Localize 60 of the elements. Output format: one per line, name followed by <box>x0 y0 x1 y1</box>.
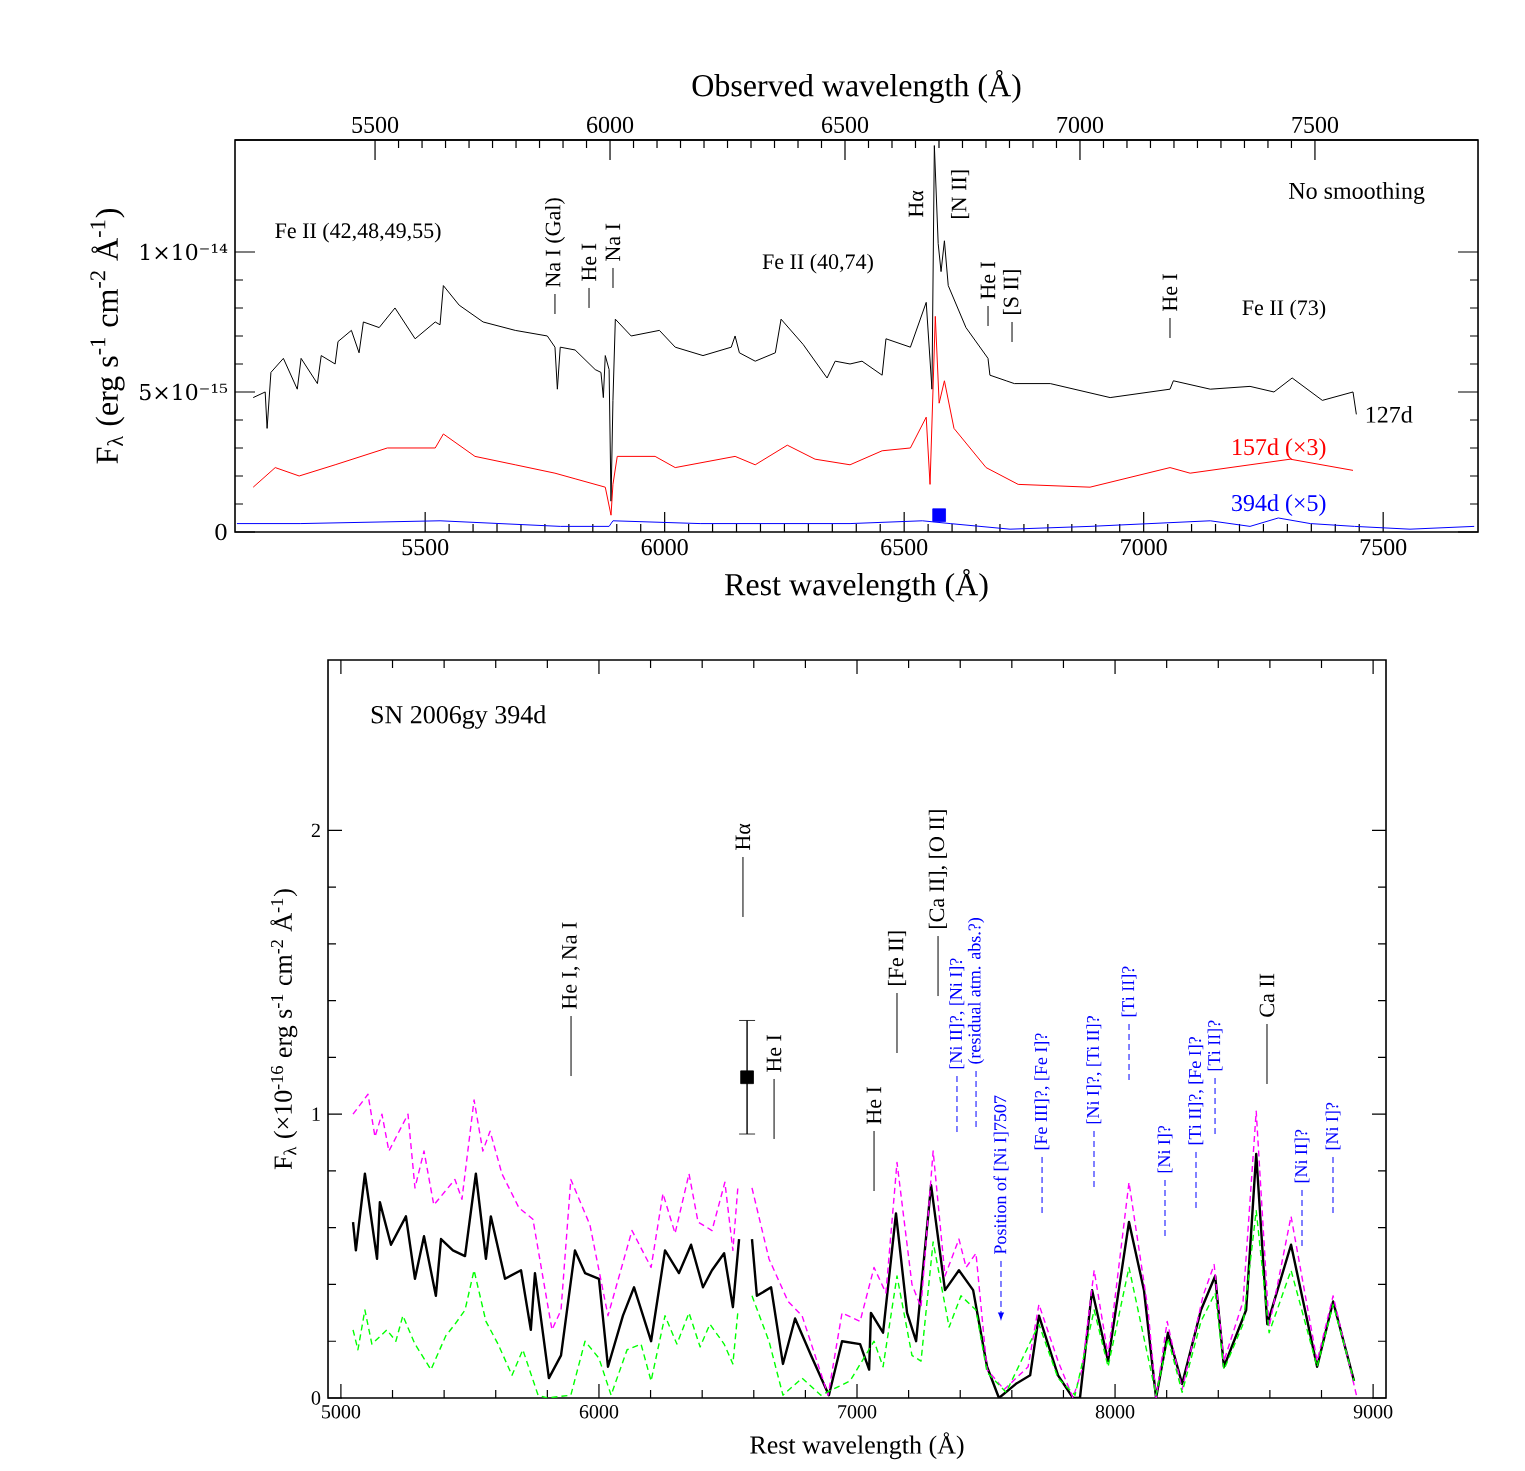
annotation: Fe II (73) <box>1242 299 1326 320</box>
x-tick-label: 7500 <box>1360 539 1407 556</box>
x-tick-label: 7000 <box>838 1405 877 1419</box>
x2-axis-title: Observed wavelength (Å) <box>692 69 1021 104</box>
text: F$_{λ}$ (erg s$^{-1}$ cm$^{-2}$ Å$^{-1}$) <box>90 208 125 464</box>
x2-tick-label: 6000 <box>587 116 634 133</box>
x-axis-title: Rest wavelength (Å) <box>725 568 988 603</box>
annotation: SN 2006gy 394d <box>371 705 546 729</box>
y-tick-label: 5×10⁻¹⁵ <box>140 383 228 401</box>
legend-label: 127d <box>1366 405 1413 423</box>
annotation: No smoothing <box>1288 182 1425 204</box>
x-tick-label: 5000 <box>322 1405 361 1419</box>
annotation: [Ni II]?, [Ni I]? <box>949 958 965 1069</box>
x2-tick-label: 7500 <box>1292 116 1339 133</box>
y-tick-label: 0 <box>311 1391 321 1405</box>
annotation: [Ti II]? <box>1121 966 1137 1017</box>
annotation: Ca II <box>1259 973 1275 1017</box>
y-tick-label: 1×10⁻¹⁴ <box>140 243 228 261</box>
annotation: Na I (Gal) <box>544 198 565 287</box>
annotation: [Fe II] <box>887 931 907 985</box>
annotation: (residual atm. abs.?) <box>967 917 985 1064</box>
annotation: He I <box>1162 273 1178 311</box>
annotation: [N II] <box>950 170 970 218</box>
y-tick-label: 1 <box>312 1107 320 1121</box>
annotation: He I, Na I <box>562 922 580 1009</box>
x-tick-label: 6000 <box>579 1405 619 1419</box>
x2-tick-label: 7000 <box>1057 116 1104 133</box>
x-tick-label: 6500 <box>881 539 928 556</box>
annotation: He I <box>581 243 597 281</box>
annotation: [Ti II]?, [Fe I]? <box>1188 1037 1204 1145</box>
annotation: Position of [Ni I]7507 <box>993 1095 1009 1255</box>
annotation: He I <box>866 1086 882 1124</box>
annotation: Fe II (40,74) <box>762 253 873 274</box>
annotation: [Fe III]?, [Fe I]? <box>1034 1033 1050 1150</box>
y-tick-label: 0 <box>215 523 227 541</box>
x-tick-label: 8000 <box>1095 1405 1135 1419</box>
annotation: Hα <box>735 823 751 850</box>
annotation: Hα <box>908 190 924 217</box>
x2-tick-label: 5500 <box>352 116 399 133</box>
text: F$_{λ}$ (×10$^{-16}$ erg s$^{-1}$ cm$^{-2}$ Å$^{-1}$) <box>270 889 298 1170</box>
annotation: He I <box>980 261 996 299</box>
series-label: 394d (×5) <box>1232 494 1326 517</box>
x-tick-label: 6000 <box>641 539 688 556</box>
series-label: 157d (×3) <box>1233 438 1326 461</box>
x2-tick-label: 6500 <box>822 116 869 133</box>
annotation: [S II] <box>1002 270 1022 314</box>
annotation: [Ni II]? <box>1294 1129 1310 1183</box>
annotation: [Ti II]? <box>1207 1020 1223 1071</box>
annotation: [Ni I]?, [Ti II]? <box>1086 1016 1102 1124</box>
annotation: Fe II (42,48,49,55) <box>275 222 441 243</box>
x-axis-title: Rest wavelength (Å) <box>750 1432 964 1460</box>
x-tick-label: 5500 <box>402 539 449 556</box>
annotation: [Ni I]? <box>1325 1102 1341 1150</box>
x-tick-label: 7000 <box>1121 539 1167 556</box>
annotation: Na I <box>605 223 621 261</box>
x-tick-label: 9000 <box>1353 1405 1393 1419</box>
annotation: He I <box>766 1034 782 1072</box>
y-tick-label: 2 <box>311 823 320 837</box>
annotation: [Ca II], [O II] <box>928 810 948 929</box>
annotation: [Ni I]? <box>1157 1125 1173 1173</box>
